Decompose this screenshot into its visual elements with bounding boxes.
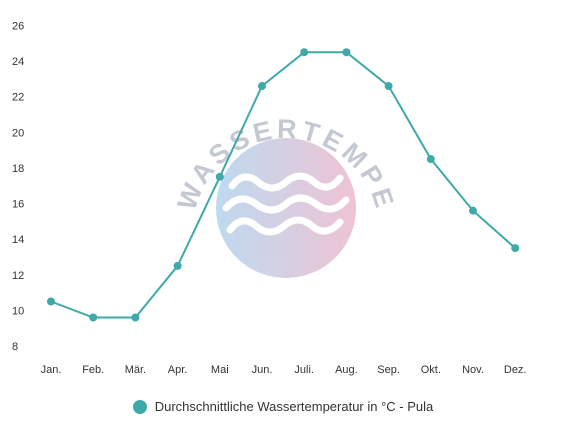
- data-point[interactable]: [426, 155, 435, 164]
- data-point[interactable]: [131, 313, 140, 322]
- y-tick-label: 8: [12, 341, 18, 353]
- y-tick-label: 24: [12, 56, 24, 68]
- y-tick-label: 26: [12, 21, 24, 33]
- x-tick-label: Dez.: [504, 364, 527, 376]
- data-point[interactable]: [384, 82, 393, 91]
- x-tick-label: Feb.: [82, 364, 104, 376]
- y-tick-label: 20: [12, 127, 24, 139]
- data-point[interactable]: [511, 244, 520, 253]
- data-point[interactable]: [342, 48, 351, 57]
- x-axis-ticks: Jan. Feb. Mär. Apr. Mai Jun. Juli. Aug. Sep. Okt.…: [41, 364, 527, 376]
- watermark: WASSERTEMPERATUR.ORG: [0, 0, 397, 278]
- waves-icon: [222, 172, 350, 236]
- legend-label: Durchschnittliche Wassertemperatur in °C…: [154, 399, 434, 415]
- series-line: [50, 51, 516, 319]
- y-axis-ticks: 8 10 12 14 16 18 20 22 24 26: [12, 21, 24, 354]
- x-tick-label: Juli.: [294, 364, 314, 376]
- y-tick-label: 18: [12, 163, 24, 175]
- y-tick-label: 16: [12, 199, 24, 211]
- data-point[interactable]: [258, 82, 266, 91]
- x-tick-label: Jan.: [41, 364, 62, 376]
- x-tick-label: Okt.: [421, 364, 441, 376]
- data-point[interactable]: [89, 313, 98, 322]
- x-tick-label: Apr.: [168, 364, 188, 376]
- x-tick-label: Aug.: [335, 364, 358, 376]
- legend-marker: [132, 399, 147, 414]
- x-tick-label: Mai: [211, 364, 229, 376]
- data-point[interactable]: [173, 261, 182, 270]
- x-tick-label: Mär.: [125, 364, 146, 376]
- x-tick-label: Nov.: [462, 364, 484, 376]
- x-tick-label: Jun.: [252, 364, 273, 376]
- y-tick-label: 12: [12, 270, 24, 282]
- data-point[interactable]: [47, 297, 55, 306]
- y-tick-label: 14: [12, 234, 24, 246]
- y-tick-label: 10: [12, 305, 24, 317]
- x-tick-label: Sep.: [377, 364, 400, 376]
- series-group: [47, 48, 520, 322]
- data-point[interactable]: [300, 48, 309, 57]
- y-tick-label: 22: [12, 92, 24, 104]
- data-point[interactable]: [215, 172, 224, 181]
- data-point[interactable]: [469, 206, 477, 215]
- legend[interactable]: Durchschnittliche Wassertemperatur in °C…: [0, 398, 566, 414]
